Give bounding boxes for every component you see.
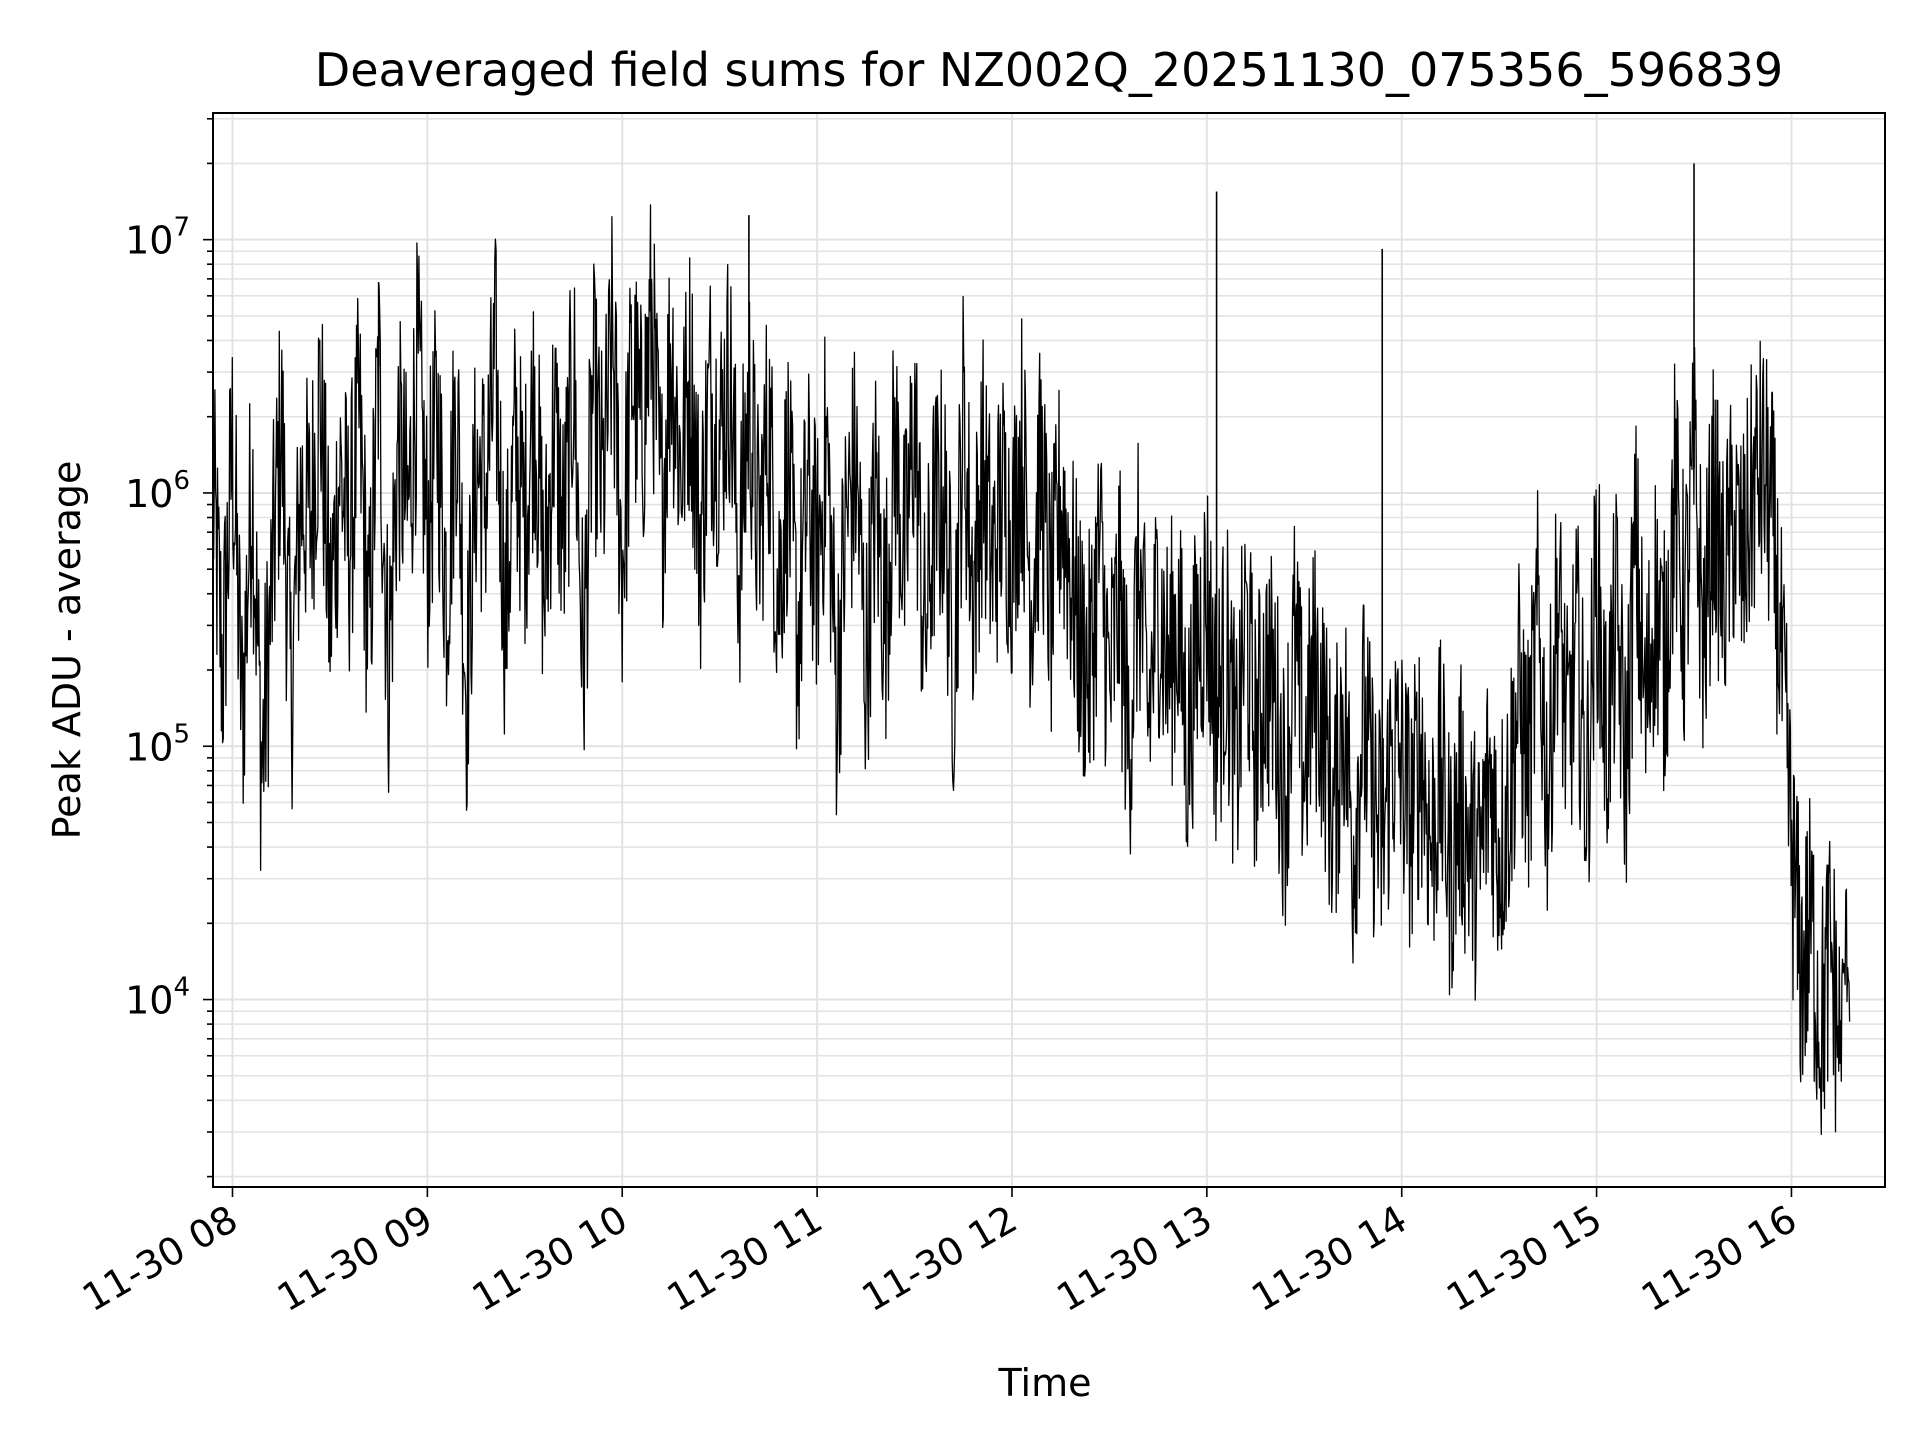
series-layer	[212, 163, 1851, 1136]
y-tick-base: 10	[125, 725, 173, 769]
series-line	[212, 204, 1851, 1136]
y-tick-base: 10	[125, 472, 173, 516]
y-tick-label: 106	[125, 466, 190, 516]
x-tick-label: 11-30 10	[465, 1197, 635, 1321]
y-tick-exponent: 6	[173, 466, 190, 496]
x-tick-label: 11-30 09	[270, 1197, 440, 1321]
y-tick-base: 10	[125, 979, 173, 1023]
x-tick-label: 11-30 11	[660, 1197, 830, 1321]
y-tick-exponent: 7	[173, 213, 190, 243]
y-tick-exponent: 4	[173, 973, 190, 1003]
y-tick-label: 105	[125, 719, 190, 769]
x-tick-label: 11-30 14	[1244, 1197, 1414, 1321]
y-axis-label: Peak ADU - average	[45, 461, 89, 840]
y-tick-label: 107	[125, 213, 190, 263]
x-tick-label: 11-30 16	[1634, 1197, 1804, 1321]
x-tick-label: 11-30 15	[1439, 1197, 1609, 1321]
y-tick-exponent: 5	[173, 719, 190, 749]
x-axis-label: Time	[998, 1361, 1092, 1405]
plot-frame	[212, 112, 1886, 1188]
x-tick-label: 11-30 12	[855, 1197, 1025, 1321]
chart-title: Deaveraged field sums for NZ002Q_2025113…	[315, 43, 1783, 97]
x-tick-label: 11-30 08	[75, 1197, 245, 1321]
x-tick-label: 11-30 13	[1049, 1197, 1219, 1321]
y-tick-base: 10	[125, 219, 173, 263]
x-axis: 11-30 08 11-30 09 11-30 10 11-30 11 11-30 12…	[75, 1187, 1804, 1320]
y-tick-label: 104	[125, 973, 190, 1023]
